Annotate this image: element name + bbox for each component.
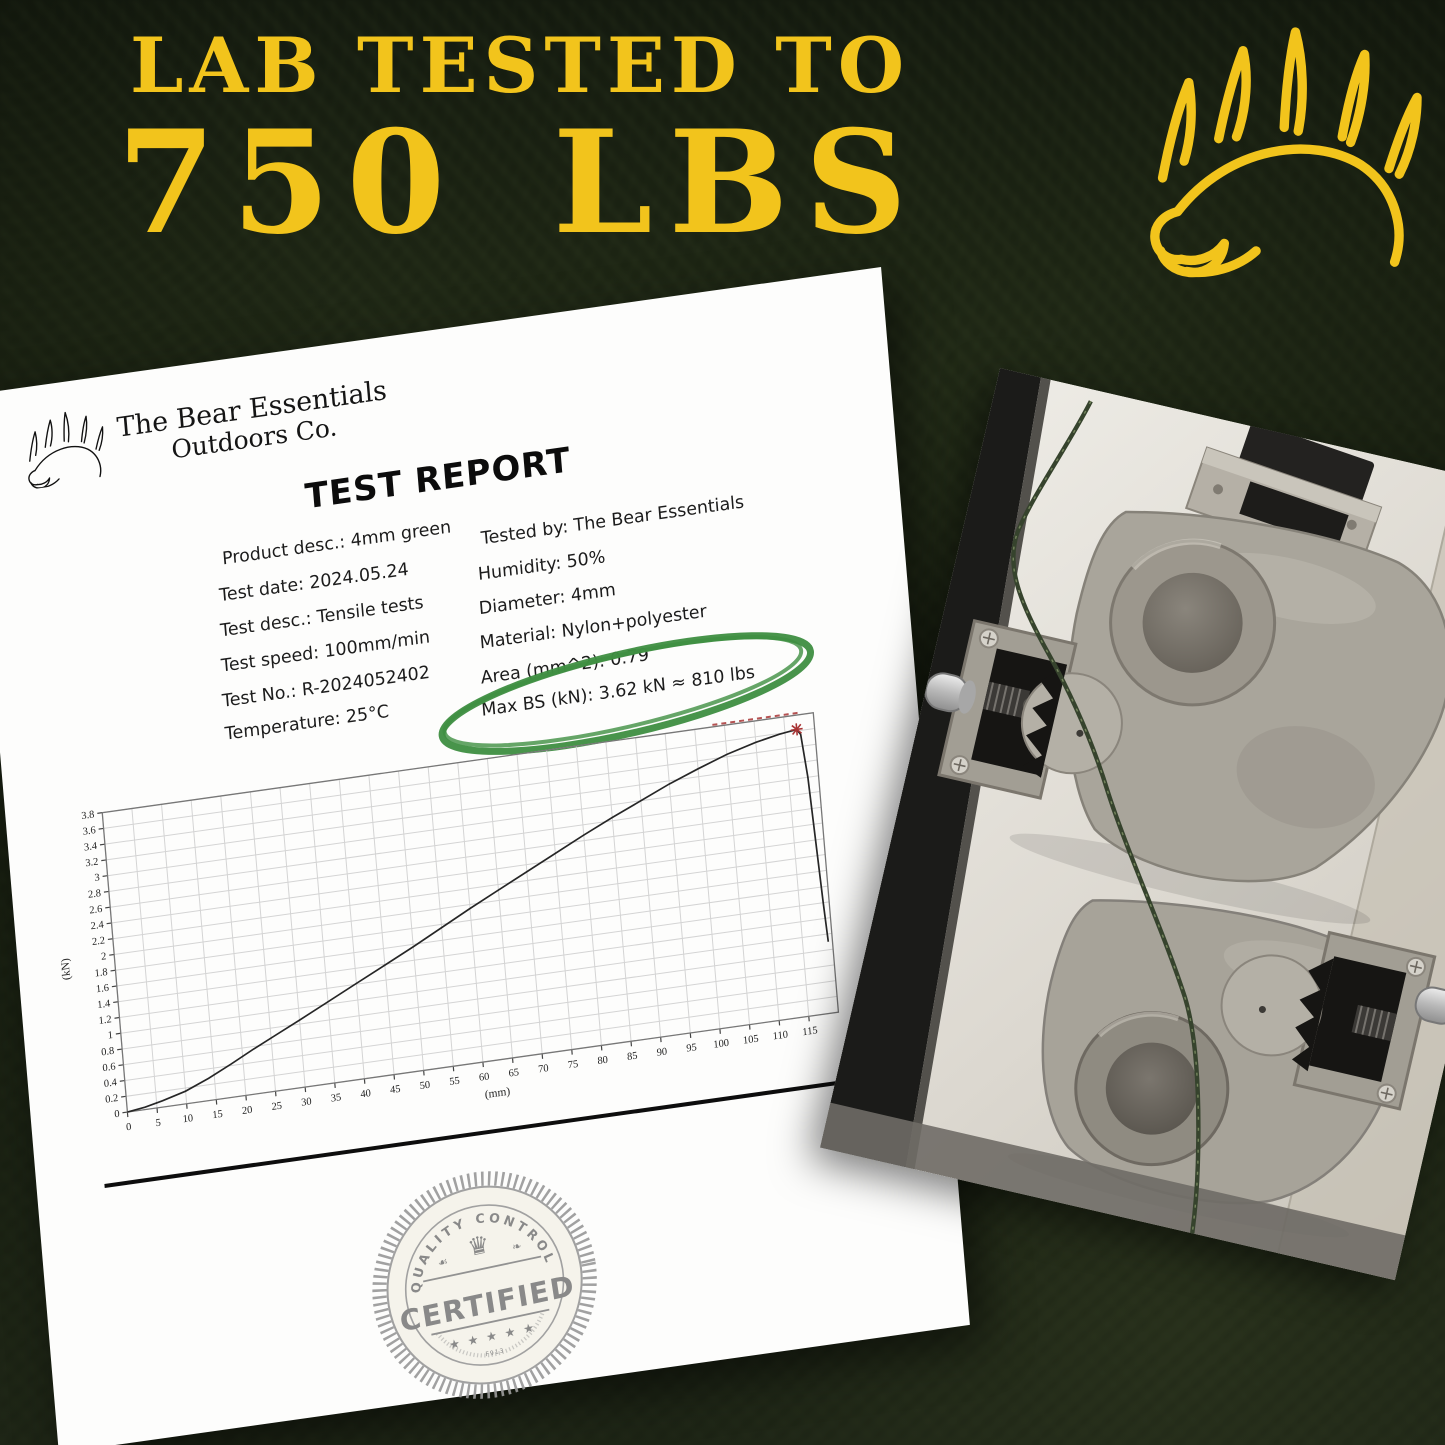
svg-text:95: 95 xyxy=(686,1042,697,1054)
svg-text:115: 115 xyxy=(802,1025,818,1038)
machine-dark-edge xyxy=(820,368,1041,1168)
svg-text:55: 55 xyxy=(449,1076,460,1088)
chart-grid xyxy=(101,712,839,1113)
report-field: Humidity: 50% xyxy=(477,547,607,586)
svg-text:3.8: 3.8 xyxy=(81,809,95,822)
bear-icon xyxy=(28,411,104,489)
claw-icon xyxy=(1337,49,1370,148)
svg-text:2.6: 2.6 xyxy=(89,904,103,917)
svg-text:5: 5 xyxy=(155,1118,161,1130)
seal-microtext-arc xyxy=(435,1310,546,1358)
claw-icon xyxy=(1214,46,1251,144)
svg-text:50: 50 xyxy=(419,1080,430,1092)
certified-seal: QUALITY CONTROL ♛ ☙ ❧ CERTIFIED ★ ★ ★ ★ … xyxy=(372,1171,597,1399)
serrated-cam-lower xyxy=(1220,954,1323,1057)
claw-icon xyxy=(1384,92,1422,179)
y-axis-label: (kN) xyxy=(59,957,73,980)
seal-line-top xyxy=(423,1255,542,1283)
svg-text:0.8: 0.8 xyxy=(101,1046,115,1059)
svg-text:3.2: 3.2 xyxy=(85,857,99,870)
chrome-pin-right xyxy=(1414,986,1445,1025)
svg-text:45: 45 xyxy=(390,1084,401,1096)
headline-line2: 750 LBS xyxy=(116,99,924,266)
seal-inner-ring xyxy=(404,1204,565,1366)
svg-text:35: 35 xyxy=(330,1092,341,1104)
test-report-paper: The Bear Essentials Outdoors Co. TEST RE… xyxy=(0,266,970,1445)
brand-name: The Bear Essentials Outdoors Co. xyxy=(116,375,391,473)
upper-jaw-clamp xyxy=(924,618,1123,800)
tensile-test-photo xyxy=(820,368,1445,1281)
svg-text:2.2: 2.2 xyxy=(92,935,106,948)
svg-text:1: 1 xyxy=(107,1030,113,1042)
lower-jaw-clamp xyxy=(1220,930,1445,1111)
svg-text:15: 15 xyxy=(212,1109,223,1121)
claw-icon xyxy=(1157,77,1196,183)
svg-text:2.4: 2.4 xyxy=(90,919,105,932)
svg-text:60: 60 xyxy=(479,1071,490,1083)
brand-logo-block: The Bear Essentials Outdoors Co. xyxy=(20,365,391,490)
bear-head-outline xyxy=(1150,206,1186,265)
svg-text:100: 100 xyxy=(713,1038,730,1051)
report-field: Tested by: The Bear Essentials xyxy=(480,492,745,550)
chart-axes: 0 0.2 0.4 0.6 0.8 1 1.2 1.4 1.6 1.8 2 2.2 2.4 2.6 2.8 3… xyxy=(59,711,840,1134)
headline: LAB TESTED TO 750 LBS xyxy=(0,26,1040,254)
seal-line-bottom xyxy=(431,1308,550,1336)
bear-body-outline xyxy=(1172,144,1404,267)
svg-text:10: 10 xyxy=(182,1113,193,1125)
upper-mount-bracket xyxy=(1184,421,1383,570)
lower-ring-hole xyxy=(1105,1042,1198,1135)
svg-text:65: 65 xyxy=(508,1067,519,1079)
svg-text:0.2: 0.2 xyxy=(105,1093,119,1106)
svg-text:2: 2 xyxy=(101,951,107,963)
svg-text:1.4: 1.4 xyxy=(97,998,112,1011)
svg-text:20: 20 xyxy=(242,1105,253,1117)
svg-text:1.8: 1.8 xyxy=(94,967,108,980)
svg-text:85: 85 xyxy=(627,1051,638,1063)
svg-text:70: 70 xyxy=(538,1063,549,1075)
report-field: Temperature: 25°C xyxy=(224,701,390,745)
svg-text:0: 0 xyxy=(114,1109,120,1121)
svg-text:3.6: 3.6 xyxy=(82,825,96,838)
svg-text:75: 75 xyxy=(567,1059,578,1071)
machine-base xyxy=(820,1102,1406,1281)
svg-text:0.4: 0.4 xyxy=(103,1077,118,1090)
svg-text:30: 30 xyxy=(301,1096,312,1108)
claw-icon xyxy=(1279,27,1307,136)
svg-text:0: 0 xyxy=(126,1122,132,1134)
svg-text:40: 40 xyxy=(360,1088,371,1100)
svg-text:105: 105 xyxy=(743,1034,760,1047)
svg-text:1.6: 1.6 xyxy=(96,983,110,996)
svg-text:2.8: 2.8 xyxy=(88,888,102,901)
svg-text:25: 25 xyxy=(271,1101,282,1113)
svg-text:0.6: 0.6 xyxy=(102,1061,116,1074)
svg-text:110: 110 xyxy=(772,1029,788,1042)
svg-text:80: 80 xyxy=(597,1055,608,1067)
report-field: Product desc.: 4mm green xyxy=(221,517,452,570)
bear-paw-logo xyxy=(1150,27,1422,278)
svg-text:3.4: 3.4 xyxy=(84,841,99,854)
peak-marker xyxy=(790,723,803,736)
flourish-right-icon: ❧ xyxy=(511,1239,522,1254)
force-displacement-chart: 0 0.2 0.4 0.6 0.8 1 1.2 1.4 1.6 1.8 2 2.2 2.4 2.6 2.8 3… xyxy=(59,711,840,1134)
svg-text:3: 3 xyxy=(94,872,100,884)
x-axis-label: (mm) xyxy=(484,1086,510,1102)
flourish-left-icon: ☙ xyxy=(437,1255,449,1270)
force-curve xyxy=(127,728,830,1113)
upper-ring-hole xyxy=(1142,572,1243,673)
headline-line1: LAB TESTED TO xyxy=(129,21,911,110)
svg-text:1.2: 1.2 xyxy=(98,1014,112,1027)
seal-code: F913 xyxy=(485,1347,505,1358)
svg-text:90: 90 xyxy=(656,1046,667,1058)
bear-jaw-outline xyxy=(1156,238,1261,278)
report-field: Diameter: 4mm xyxy=(478,580,617,620)
crown-icon: ♛ xyxy=(466,1229,492,1262)
